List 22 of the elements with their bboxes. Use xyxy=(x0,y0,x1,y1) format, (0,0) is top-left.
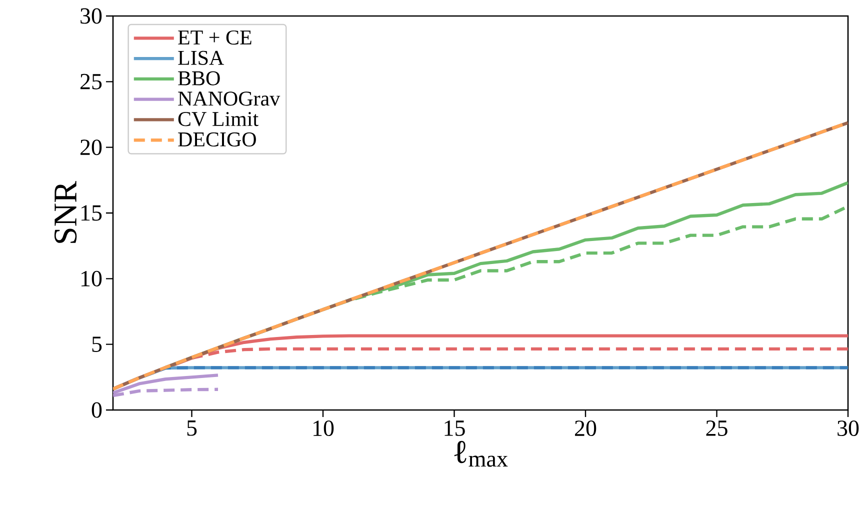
legend-label: NANOGrav xyxy=(178,92,280,106)
y-tick-label: 20 xyxy=(80,140,102,156)
legend-label: ET + CE xyxy=(178,30,252,45)
y-tick-label: 30 xyxy=(80,8,102,24)
x-tick-label: 5 xyxy=(187,420,197,436)
legend-label: DECIGO xyxy=(178,132,256,146)
y-axis-title: SNR xyxy=(54,180,77,243)
legend-label: LISA xyxy=(178,50,224,65)
y-tick-label: 0 xyxy=(92,402,102,418)
x-tick-label: 20 xyxy=(575,420,596,436)
x-tick-label: 25 xyxy=(706,420,728,436)
legend-label: CV Limit xyxy=(178,112,258,126)
y-tick-label: 25 xyxy=(80,74,102,90)
x-tick-label: 30 xyxy=(838,420,859,436)
legend-label: BBO xyxy=(178,71,220,86)
x-tick-label: 15 xyxy=(444,420,465,436)
y-tick-label: 15 xyxy=(81,205,102,221)
line-series xyxy=(113,374,220,395)
y-tick-label: 10 xyxy=(81,270,102,286)
x-axis-title: ℓ$_{max}$ xyxy=(454,440,508,467)
x-tick-label: 10 xyxy=(314,420,334,436)
y-tick-label: 5 xyxy=(92,336,102,352)
